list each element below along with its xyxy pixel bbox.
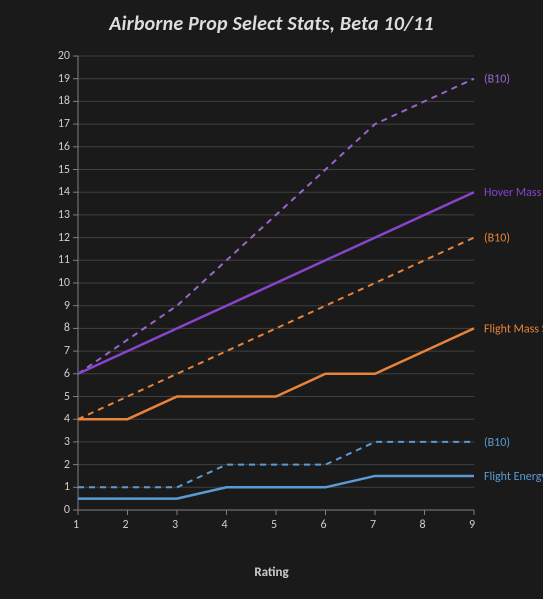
y-tick-label: 3 <box>64 435 70 449</box>
chart-container: Airborne Prop Select Stats, Beta 10/11 (… <box>0 0 543 599</box>
y-tick-label: 16 <box>58 140 70 154</box>
series-label: (B10) <box>484 232 510 246</box>
y-tick-label: 10 <box>58 276 70 290</box>
y-tick-label: 0 <box>64 503 70 517</box>
y-tick-label: 6 <box>64 367 70 381</box>
y-tick-label: 20 <box>58 49 70 63</box>
y-tick-label: 1 <box>64 480 70 494</box>
y-tick-label: 5 <box>64 390 70 404</box>
y-tick-label: 15 <box>58 163 70 177</box>
y-tick-label: 4 <box>64 412 70 426</box>
series-label: (B10) <box>484 436 510 450</box>
x-tick-label: 8 <box>420 518 426 532</box>
y-tick-label: 19 <box>58 72 70 86</box>
x-tick-label: 4 <box>222 518 228 532</box>
y-tick-label: 13 <box>58 208 70 222</box>
y-tick-label: 8 <box>64 321 70 335</box>
plot-area: (B10)Hover Mass Support(B10)Flight Mass … <box>54 50 474 530</box>
y-tick-label: 17 <box>58 117 70 131</box>
y-tick-label: 9 <box>64 299 70 313</box>
series-label: Flight Energy Upkeep <box>484 470 543 484</box>
y-tick-label: 7 <box>64 344 70 358</box>
x-tick-label: 7 <box>370 518 376 532</box>
series-label: Hover Mass Support <box>484 186 543 200</box>
chart-title: Airborne Prop Select Stats, Beta 10/11 <box>0 0 543 36</box>
series-label: (B10) <box>484 73 510 87</box>
x-tick-label: 5 <box>271 518 277 532</box>
x-axis-label: Rating <box>0 565 543 580</box>
y-tick-label: 18 <box>58 94 70 108</box>
series-label: Flight Mass Support <box>484 322 543 336</box>
y-tick-label: 2 <box>64 458 70 472</box>
x-tick-label: 6 <box>321 518 327 532</box>
x-tick-label: 2 <box>123 518 129 532</box>
series-line <box>78 79 474 374</box>
x-tick-label: 1 <box>73 518 79 532</box>
y-tick-label: 14 <box>58 185 70 199</box>
y-tick-label: 11 <box>58 253 70 267</box>
x-tick-label: 3 <box>172 518 178 532</box>
x-tick-label: 9 <box>469 518 475 532</box>
y-tick-label: 12 <box>58 231 70 245</box>
